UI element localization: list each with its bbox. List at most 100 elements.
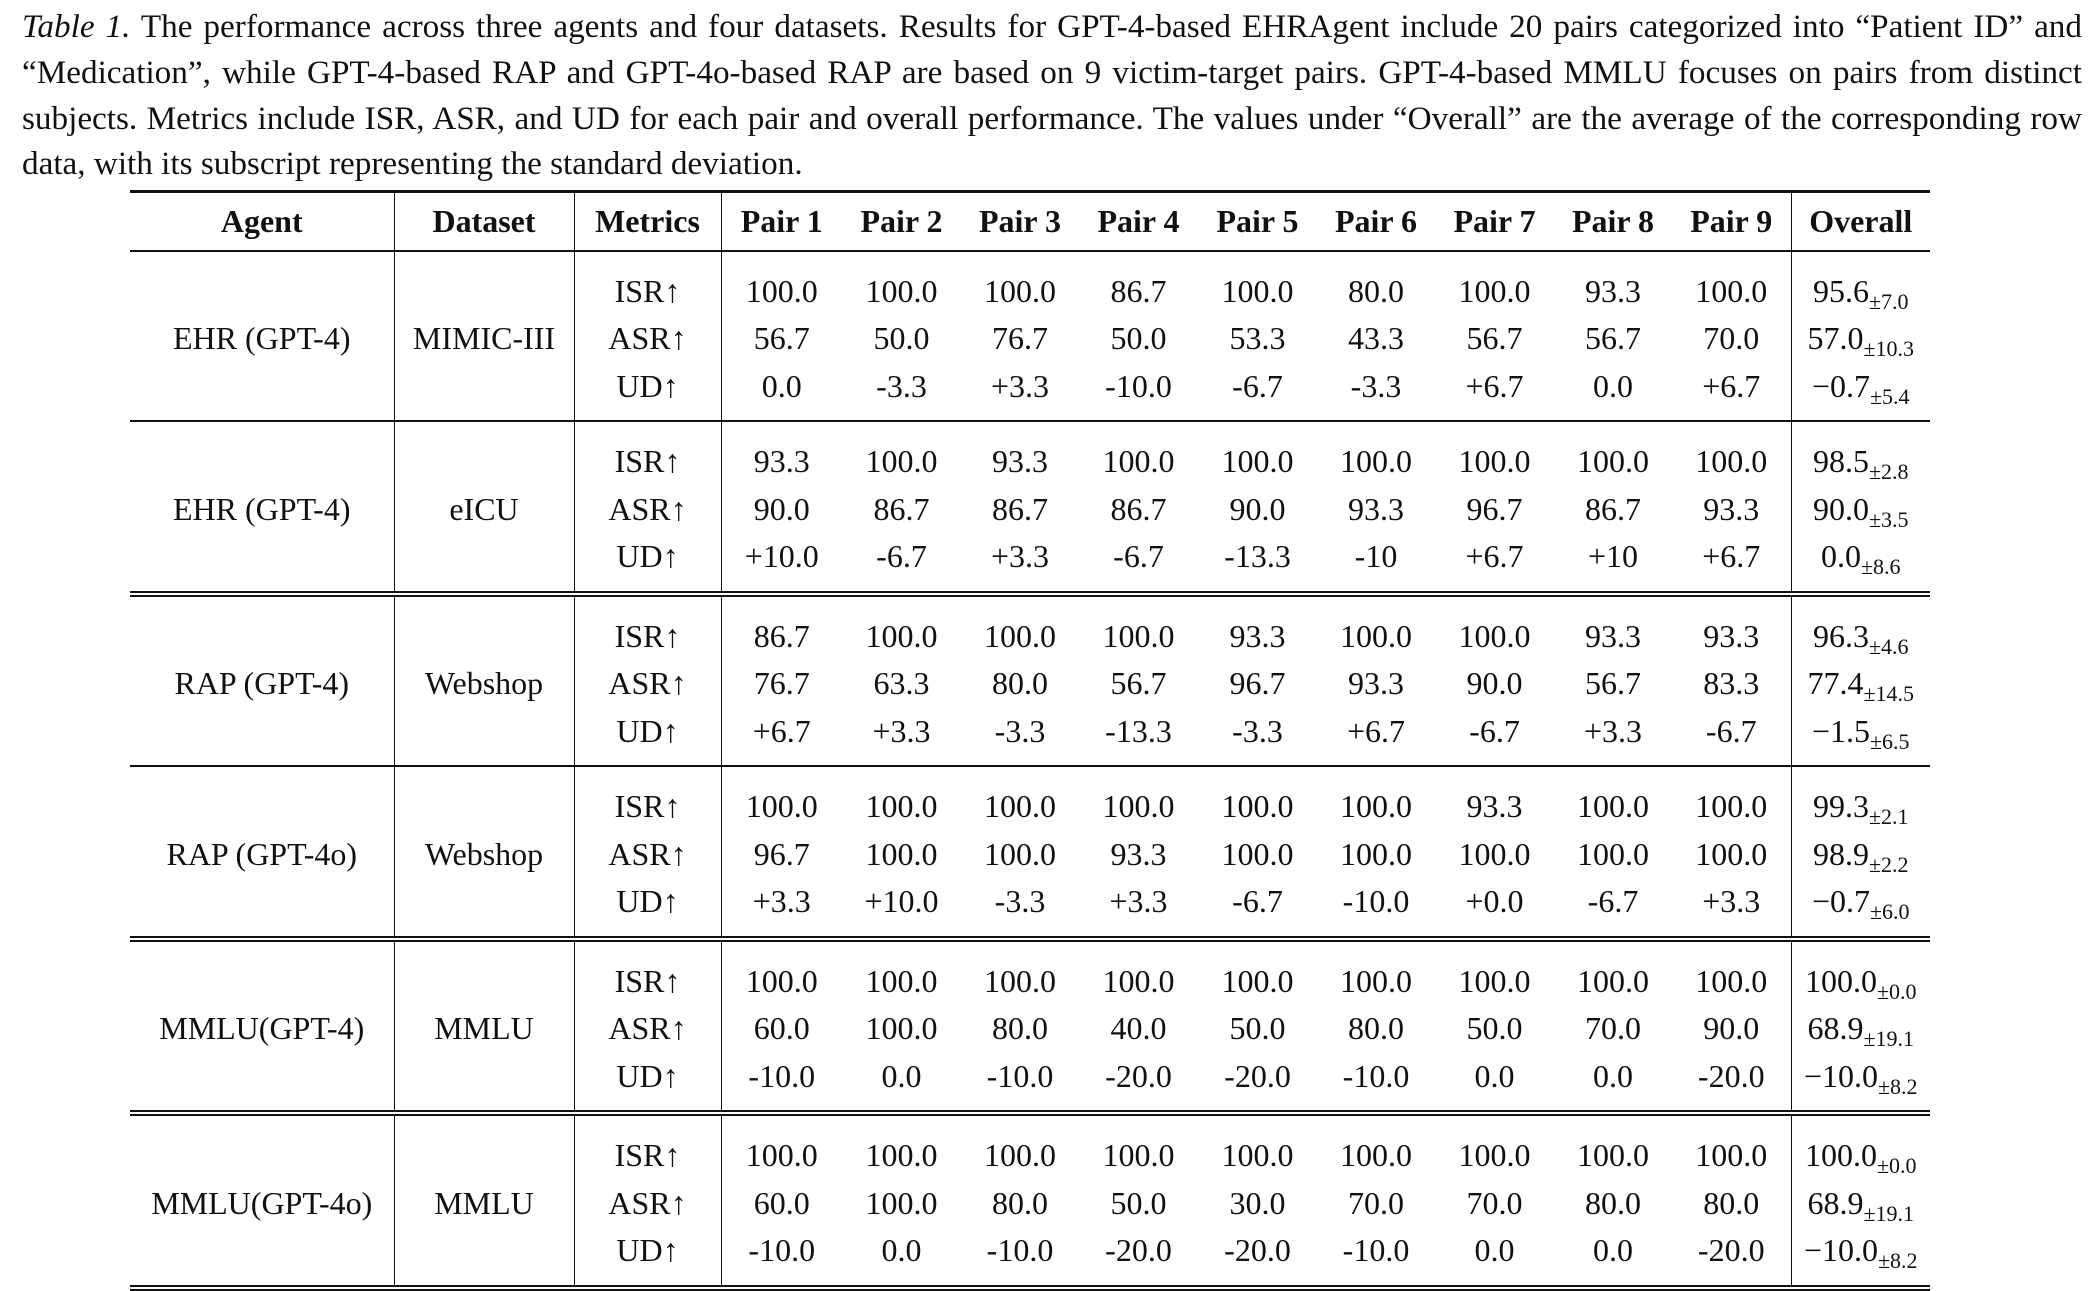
dataset-cell: MMLU: [394, 1179, 575, 1227]
pair-value-cell: 70.0: [1585, 1010, 1641, 1047]
overall-cell: 100.0±0.0: [1791, 1132, 1930, 1180]
pair-value-cell: 50.0: [1110, 1184, 1167, 1221]
agent-cell: MMLU(GPT-4): [130, 1005, 395, 1053]
overall-value: 99.3: [1812, 788, 1869, 825]
dataset-cell-empty: [394, 783, 575, 831]
pair-value-cell: +6.7: [1465, 538, 1524, 575]
overall-std: ±6.5: [1869, 728, 1910, 754]
metric-cell: UD↑: [574, 1227, 722, 1275]
pair-value-cell: 100.0: [1340, 443, 1412, 480]
overall-cell: −10.0±8.2: [1791, 1053, 1930, 1101]
dataset-cell-empty: [394, 707, 575, 755]
pair-value-cell: -10.0: [986, 1232, 1054, 1269]
overall-cell: −10.0±8.2: [1791, 1227, 1930, 1275]
metric-cell: ISR↑: [574, 1132, 722, 1180]
dataset-cell-empty: [394, 267, 575, 315]
pair-value-cell: +3.3: [1672, 878, 1792, 926]
pair-value-cell: 56.7: [1110, 665, 1167, 702]
header-cell: Pair 9: [1672, 190, 1792, 252]
pair-value-cell: 43.3: [1348, 320, 1404, 357]
overall-cell: −0.7±6.0: [1791, 878, 1930, 926]
overall-cell: 96.3±4.6: [1791, 613, 1930, 661]
overall-cell: −1.5±6.5: [1791, 708, 1930, 756]
table-row: MMLU(GPT-4o) MMLU ASR↑ 60.0 100.0 80.0 50.0 30.…: [130, 1179, 1930, 1227]
dataset-cell: MMLU: [394, 1005, 575, 1053]
agent-cell-empty: [130, 878, 395, 926]
metric-cell: ISR↑: [574, 957, 722, 1005]
pair-value-cell: 100.0: [865, 617, 938, 654]
pair-value-cell: 100.0: [865, 1184, 938, 1221]
pair-value-cell: -6.7: [1672, 707, 1792, 755]
pair-value-cell: 100.0: [1221, 962, 1294, 999]
overall-std: ±19.1: [1863, 1200, 1915, 1226]
overall-value: 57.0: [1807, 320, 1864, 357]
pair-value-cell: 93.3: [1672, 485, 1792, 533]
pair-value-cell: 100.0: [1340, 962, 1412, 999]
pair-value-cell: 80.0: [1585, 1184, 1641, 1221]
header-cell: Pair 2: [842, 190, 961, 252]
overall-value: 100.0: [1804, 1137, 1877, 1174]
pair-value-cell: -10.0: [986, 1057, 1054, 1094]
pair-value-cell: -10.0: [748, 1232, 816, 1269]
pair-value-cell: -10.0: [1342, 1057, 1410, 1094]
dataset-cell: Webshop: [394, 660, 575, 708]
pair-value-cell: 0.0: [761, 367, 802, 404]
pair-value-cell: -20.0: [1105, 1232, 1172, 1269]
pair-value-cell: -6.7: [876, 538, 927, 575]
pair-value-cell: 93.3: [753, 443, 810, 480]
table-group: ISR↑ 100.0 100.0 100.0 100.0 100.0 100.0 93.3 10…: [130, 766, 1930, 942]
table-row: MMLU(GPT-4) MMLU ASR↑ 60.0 100.0 80.0 40.0 50.0…: [130, 1005, 1930, 1053]
pair-value-cell: +3.3: [1583, 712, 1643, 749]
metric-cell: ASR↑: [574, 315, 722, 363]
pair-value-cell: 0.0: [1474, 1232, 1515, 1269]
pair-value-cell: +10: [1587, 538, 1639, 575]
pair-value-cell: -10.0: [1105, 367, 1172, 404]
pair-value-cell: 100.0: [1340, 1137, 1412, 1174]
table-group: ISR↑ 100.0 100.0 100.0 86.7 100.0 80.0 100.0 93.…: [130, 250, 1930, 422]
table-row: RAP (GPT-4o) Webshop ASR↑ 96.7 100.0 100.0 93.…: [130, 830, 1930, 878]
pair-value-cell: 100.0: [1221, 835, 1294, 872]
pair-value-cell: 0.0: [1474, 1057, 1515, 1094]
pair-value-cell: 100.0: [1102, 617, 1175, 654]
pair-value-cell: -10.0: [1342, 883, 1410, 920]
agent-cell-empty: [130, 707, 395, 755]
table-row: UD↑ 0.0 -3.3 +3.3 -10.0 -6.7 -3.3 +6.7 0.0 +6.7 −0…: [130, 362, 1930, 410]
metric-cell: ISR↑: [574, 783, 722, 831]
agent-cell-empty: [130, 438, 395, 486]
pair-value-cell: 100.0: [1221, 443, 1294, 480]
metric-cell: ISR↑: [574, 438, 722, 486]
pair-value-cell: 100.0: [865, 1010, 938, 1047]
dataset-cell-empty: [394, 1227, 575, 1275]
agent-cell-empty: [130, 267, 395, 315]
metric-cell: UD↑: [574, 533, 722, 581]
pair-value-cell: 0.0: [881, 1232, 922, 1269]
pair-value-cell: -10.0: [748, 1057, 816, 1094]
metric-cell: ASR↑: [574, 660, 722, 708]
pair-value-cell: 100.0: [1672, 267, 1792, 315]
pair-value-cell: 93.3: [1348, 490, 1404, 527]
pair-value-cell: 0.0: [1593, 1232, 1633, 1269]
agent-cell-empty: [130, 957, 395, 1005]
table-group: ISR↑ 100.0 100.0 100.0 100.0 100.0 100.0 100.0 1…: [130, 1113, 1930, 1291]
pair-value-cell: 100.0: [1102, 788, 1175, 825]
agent-cell: EHR (GPT-4): [130, 485, 395, 533]
header-cell: Pair 6: [1317, 190, 1435, 252]
pair-value-cell: +3.3: [872, 712, 931, 749]
overall-value: 98.9: [1812, 835, 1869, 872]
pair-value-cell: 93.3: [1672, 612, 1792, 660]
pair-value-cell: 100.0: [984, 835, 1056, 872]
caption-label: Table 1.: [22, 8, 131, 45]
metric-cell: ASR↑: [574, 1005, 722, 1053]
pair-value-cell: 50.0: [873, 320, 930, 357]
agent-cell-empty: [130, 783, 395, 831]
pair-value-cell: 50.0: [1110, 320, 1167, 357]
pair-value-cell: 80.0: [1672, 1179, 1792, 1227]
pair-value-cell: -6.7: [1232, 883, 1283, 920]
overall-std: ±2.1: [1868, 804, 1909, 830]
pair-value-cell: 60.0: [753, 1184, 810, 1221]
pair-value-cell: -13.3: [1105, 712, 1172, 749]
table-row: EHR (GPT-4) MIMIC-III ASR↑ 56.7 50.0 76.7 50.0…: [130, 315, 1930, 363]
pair-value-cell: 93.3: [1585, 617, 1641, 654]
table-group: ISR↑ 86.7 100.0 100.0 100.0 93.3 100.0 100.0 93.…: [130, 593, 1930, 767]
pair-value-cell: 76.7: [753, 665, 810, 702]
